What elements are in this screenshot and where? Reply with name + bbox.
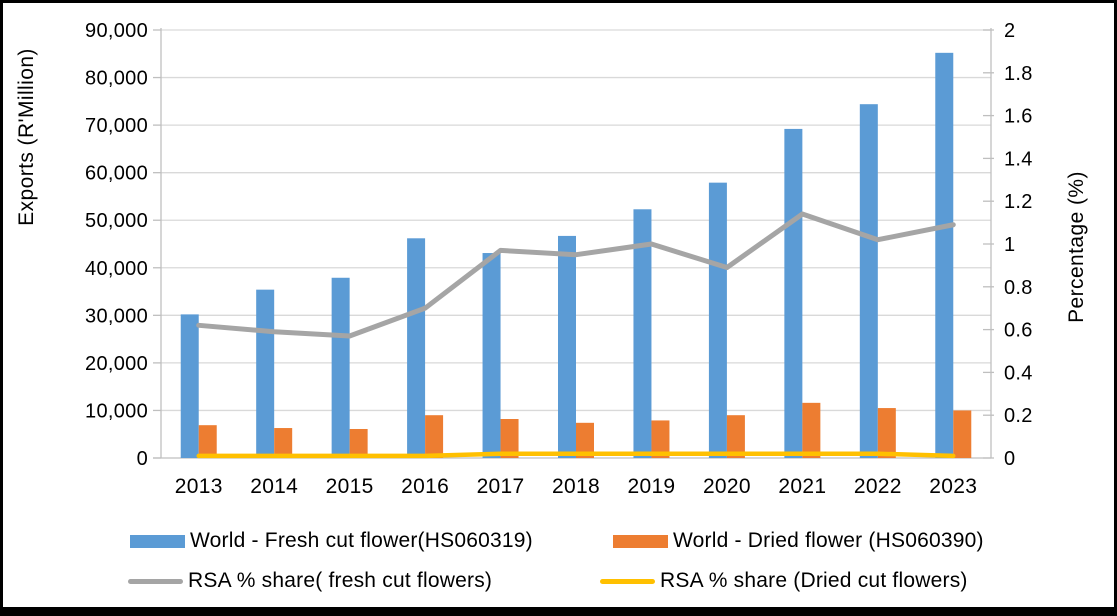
bar-2023 [953,410,972,458]
tick-label: 2014 [250,475,298,498]
line-rsa-share-dried [196,451,956,459]
bar-2017 [482,253,501,458]
x-axis-labels: 2013 2014 2015 2016 2017 2018 2019 2020 2021 2022… [175,475,977,498]
tick-label: 0.2 [1004,405,1033,427]
bar-2019 [633,209,652,458]
legend-item-rsa-share-fresh: RSA % share( fresh cut flowers) [128,569,492,593]
tick-label: 2015 [326,475,374,498]
tick-label: 2013 [175,475,223,498]
tick-label: 2017 [477,475,525,498]
bar-2015 [331,277,350,458]
bar-2022 [877,408,896,458]
polyline [196,451,956,459]
right-axis-title: Percentage (%) [1065,171,1088,323]
legend-swatch-fresh-bar [130,534,185,548]
bar-2020 [726,415,745,458]
bar-2020 [708,182,727,459]
bar-2023 [935,52,954,459]
tick-label: 2019 [627,475,675,498]
tick-label: 2016 [401,475,449,498]
legend-item-rsa-share-dried: RSA % share (Dried cut flowers) [600,569,968,593]
bar-2014 [256,289,275,458]
tick-label: 60,000 [85,163,148,185]
bar-2013 [180,314,199,458]
tick-label: 1 [1004,234,1015,256]
tick-label: 1.2 [1004,191,1033,213]
tick-label: 0.8 [1004,277,1033,299]
tick-label: 20,000 [85,353,148,375]
bar-2017 [500,419,519,458]
left-axis-title: Exports (R'Million) [15,48,38,226]
legend-label-dried: World - Dried flower (HS060390) [673,529,984,552]
bar-2021 [802,402,821,458]
right-tick-labels: 2 1.8 1.6 1.4 1.2 1 0.8 0.6 0.4 0.2 0 [1004,20,1033,470]
tick-label: 30,000 [85,305,148,327]
legend-label-fresh: World - Fresh cut flower(HS060319) [190,529,533,552]
legend-item-fresh-cut-flower: World - Fresh cut flower(HS060319) [130,529,533,553]
tick-label: 0 [1004,448,1015,470]
tick-label: 2022 [854,475,902,498]
left-tick-labels: 90,000 80,000 70,000 60,000 50,000 40,000 30,0… [85,20,148,470]
bar-2015 [349,428,368,458]
line-rsa-share-fresh [196,211,956,339]
bars-fresh-cut-flower [180,52,954,459]
legend-swatch-gray-line [128,578,183,584]
tick-label: 2018 [552,475,600,498]
bar-2021 [784,128,803,458]
bar-2016 [425,415,444,458]
tick-label: 2 [1004,20,1015,42]
tick-label: 0.6 [1004,320,1033,342]
tick-label: 0 [137,448,148,470]
bar-2014 [274,428,293,458]
tick-label: 1.4 [1004,148,1033,170]
bar-2019 [651,420,670,458]
bars-dried-flower [198,402,972,458]
tick-label: 1.8 [1004,63,1033,85]
gridlines [161,29,991,412]
legend-label-rsa-fresh: RSA % share( fresh cut flowers) [188,569,493,592]
legend-label-rsa-dried: RSA % share (Dried cut flowers) [660,569,968,592]
tick-label: 0.4 [1004,362,1033,384]
tick-label: 1.6 [1004,106,1033,128]
polyline [196,211,956,339]
tick-label: 90,000 [85,20,148,42]
legend-swatch-yellow-line [600,578,655,584]
tick-label: 80,000 [85,68,148,90]
tick-label: 2020 [703,475,751,498]
tick-label: 70,000 [85,115,148,137]
tick-label: 2023 [929,475,977,498]
bar-2013 [198,425,217,458]
tick-label: 40,000 [85,258,148,280]
legend-swatch-dried-bar [613,534,668,548]
bar-2016 [407,238,426,458]
bar-2018 [558,235,576,458]
bar-2018 [576,422,594,458]
legend-item-dried-flower: World - Dried flower (HS060390) [613,529,984,553]
bar-2022 [859,104,878,458]
tick-label: 50,000 [85,210,148,232]
axis-ticks [153,29,994,459]
tick-label: 2021 [778,475,826,498]
tick-label: 10,000 [85,400,148,422]
